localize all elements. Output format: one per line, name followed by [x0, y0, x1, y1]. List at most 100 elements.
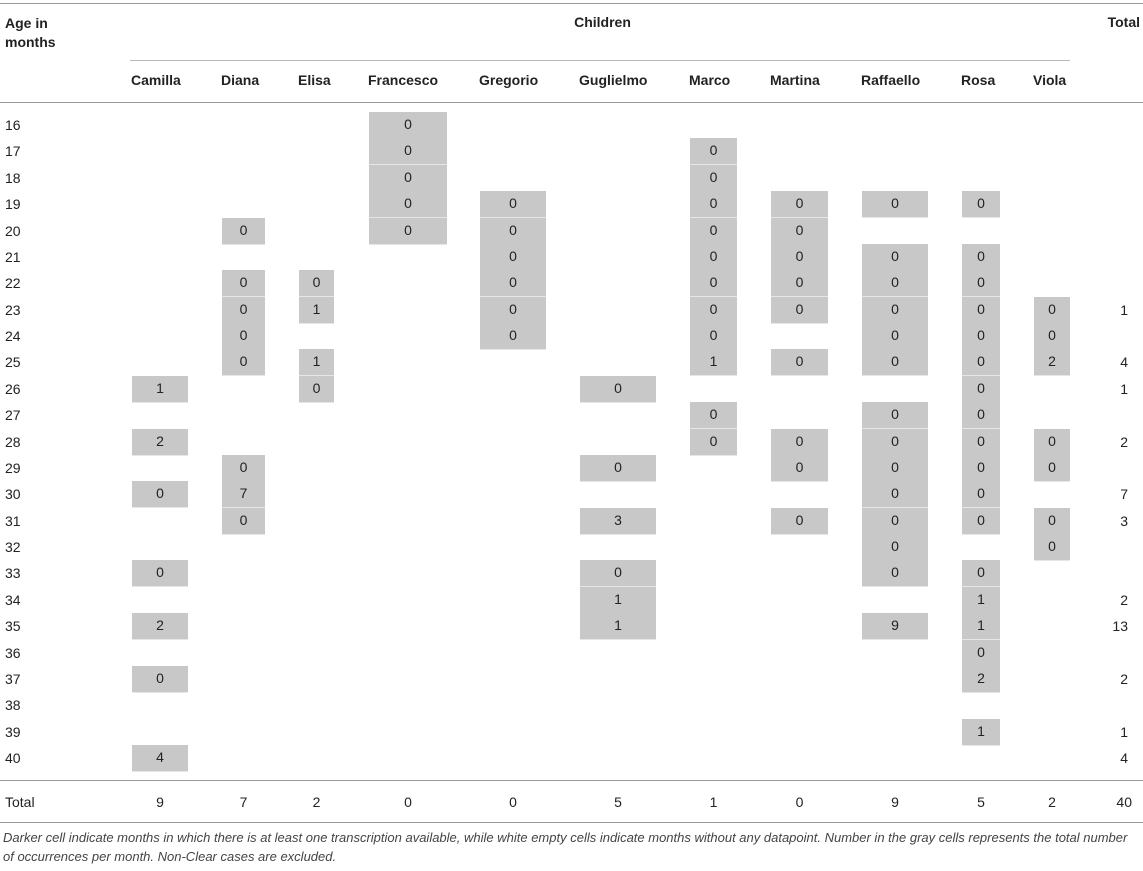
age-label: 17	[5, 143, 21, 160]
row-total: 3	[1120, 512, 1128, 529]
footer-value: 2	[312, 794, 321, 810]
data-cell: 0	[580, 375, 656, 403]
data-cell: 0	[962, 243, 1000, 271]
data-cell: 0	[1034, 534, 1070, 561]
row-total: 2	[1120, 591, 1128, 608]
row-total: 2	[1120, 433, 1128, 450]
data-cell: 0	[962, 428, 1000, 456]
data-cell: 0	[222, 296, 265, 324]
column-header: Elisa	[298, 72, 331, 88]
data-cell: 0	[862, 243, 928, 271]
data-cell: 1	[580, 613, 656, 641]
data-cell: 1	[690, 349, 737, 377]
data-cell: 0	[962, 191, 1000, 219]
data-cell: 0	[480, 217, 546, 245]
data-cell: 0	[962, 270, 1000, 298]
footer-value: 0	[404, 794, 412, 810]
age-label: 39	[5, 723, 21, 740]
age-label: 32	[5, 539, 21, 555]
data-cell: 0	[962, 296, 1000, 324]
data-cell: 0	[962, 454, 1000, 482]
row-total: 4	[1120, 354, 1128, 371]
data-cell: 0	[962, 507, 1000, 535]
header-rule	[0, 102, 1143, 103]
data-cell: 0	[369, 217, 447, 245]
data-cell: 2	[132, 428, 188, 456]
data-cell: 1	[962, 613, 1000, 641]
body-rule	[0, 780, 1143, 781]
footer-value: 9	[156, 794, 164, 810]
data-cell: 0	[862, 428, 928, 456]
data-cell: 0	[771, 217, 828, 245]
data-cell: 0	[690, 428, 737, 456]
data-cell: 4	[132, 745, 188, 772]
footer-label: Total	[5, 794, 35, 810]
age-label: 36	[5, 644, 21, 661]
column-header: Raffaello	[861, 72, 921, 88]
column-header: Francesco	[368, 72, 439, 88]
data-cell: 0	[690, 243, 737, 271]
row-total: 2	[1120, 670, 1128, 687]
age-label: 33	[5, 565, 21, 582]
data-cell: 0	[222, 323, 265, 350]
data-cell: 0	[1034, 507, 1070, 535]
age-label: 25	[5, 354, 21, 371]
group-rule	[130, 60, 1070, 61]
data-cell: 0	[132, 665, 188, 693]
data-cell: 2	[132, 613, 188, 641]
data-cell: 0	[132, 560, 188, 588]
age-label: 30	[5, 486, 21, 503]
data-cell: 0	[1034, 454, 1070, 482]
age-label: 27	[5, 407, 21, 424]
age-label: 31	[5, 512, 21, 529]
data-cell: 0	[771, 270, 828, 298]
data-cell: 0	[480, 296, 546, 324]
caption: Darker cell indicate months in which the…	[3, 830, 1128, 864]
data-cell: 1	[580, 586, 656, 614]
data-cell: 0	[480, 270, 546, 298]
row-total: 1	[1120, 723, 1128, 740]
age-label: 18	[5, 169, 21, 186]
data-cell: 0	[962, 560, 1000, 588]
age-label: 23	[5, 301, 21, 318]
data-cell: 1	[299, 349, 334, 377]
data-cell: 0	[480, 191, 546, 219]
data-cell: 0	[132, 481, 188, 509]
data-cell: 0	[690, 191, 737, 219]
footer-value: 1	[709, 794, 718, 810]
data-cell: 9	[862, 613, 928, 641]
column-header: Martina	[770, 72, 820, 88]
data-cell: 0	[690, 164, 737, 192]
footer-value: 5	[977, 794, 985, 810]
data-cell: 3	[580, 507, 656, 535]
data-cell: 0	[299, 270, 334, 298]
data-cell: 0	[862, 402, 928, 430]
data-cell: 0	[962, 349, 1000, 377]
age-label: 38	[5, 697, 21, 714]
data-cell: 0	[771, 428, 828, 456]
data-cell: 0	[369, 112, 447, 139]
data-cell: 7	[222, 481, 265, 509]
age-label: 16	[5, 117, 21, 133]
data-cell: 0	[962, 481, 1000, 509]
data-cell: 0	[862, 454, 928, 482]
column-header: Marco	[689, 72, 731, 88]
data-cell: 1	[962, 586, 1000, 614]
column-header: Viola	[1033, 72, 1067, 88]
data-cell: 0	[862, 296, 928, 324]
data-cell: 0	[222, 454, 265, 482]
age-label: 34	[5, 591, 21, 608]
data-cell: 0	[580, 454, 656, 482]
top-rule	[0, 3, 1143, 4]
data-cell: 0	[862, 323, 928, 350]
data-cell: 0	[222, 349, 265, 377]
data-cell: 0	[862, 270, 928, 298]
age-label: 37	[5, 670, 21, 687]
data-cell: 0	[862, 534, 928, 561]
data-cell: 0	[962, 402, 1000, 430]
data-cell: 1	[299, 296, 334, 324]
data-cell: 0	[690, 270, 737, 298]
data-cell: 0	[369, 138, 447, 166]
age-header: Age in months	[5, 15, 56, 50]
